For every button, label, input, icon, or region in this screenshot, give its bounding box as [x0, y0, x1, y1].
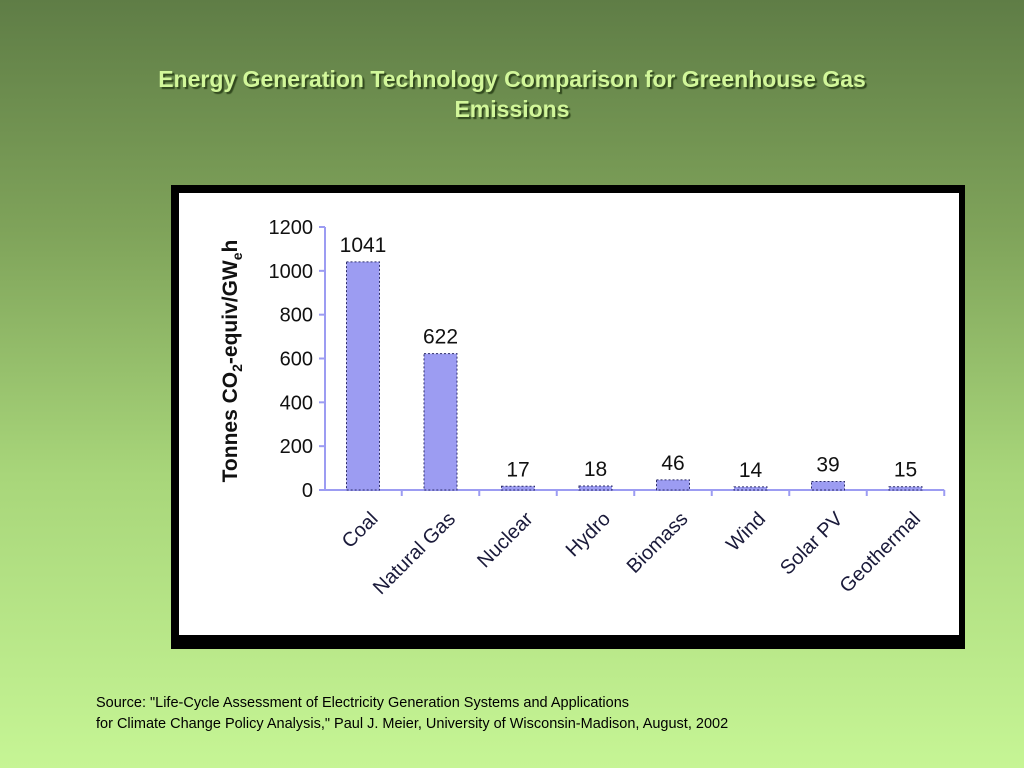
x-category-label: Geothermal — [836, 508, 925, 597]
data-label: 622 — [423, 326, 458, 349]
bar-nuclear — [501, 485, 535, 491]
data-label: 14 — [739, 459, 763, 482]
slide-title-line2: Emissions — [454, 96, 570, 122]
data-label: 15 — [894, 459, 917, 482]
y-tick-label: 200 — [280, 436, 313, 458]
data-label: 39 — [816, 453, 839, 476]
bar-hydro — [578, 485, 613, 491]
bar-natural-gas — [423, 353, 458, 491]
emissions-bar-chart: 0 200 400 600 800 1000 1200 1041 Coal 622 Natural … — [219, 217, 946, 599]
y-tick-label: 400 — [280, 392, 313, 414]
source-line-1: Source: "Life-Cycle Assessment of Electr… — [96, 695, 630, 711]
x-category-label: Hydro — [562, 508, 615, 561]
data-label: 1041 — [340, 234, 387, 257]
x-category-label: Nuclear — [473, 508, 538, 573]
bar-coal — [346, 261, 380, 491]
x-category-label: Biomass — [623, 508, 693, 578]
bar-geothermal — [888, 486, 923, 491]
y-tick-label: 600 — [280, 349, 313, 371]
x-category-label: Solar PV — [776, 508, 848, 580]
bar-solar-pv — [811, 480, 845, 491]
slide-title-line1: Energy Generation Technology Comparison … — [158, 66, 866, 92]
bar-biomass — [656, 479, 690, 491]
x-category-label: Natural Gas — [369, 508, 460, 599]
y-tick-label: 800 — [280, 305, 313, 327]
data-label: 17 — [506, 458, 529, 481]
x-category-label: Coal — [338, 508, 383, 553]
y-tick-label: 1200 — [269, 217, 314, 239]
chart-frame: 0 200 400 600 800 1000 1200 1041 Coal 622 Natural … — [171, 185, 965, 649]
y-axis-label: Tonnes CO2-equiv/GWeh — [219, 240, 245, 483]
data-label: 18 — [584, 458, 607, 481]
y-tick-label: 1000 — [269, 261, 314, 283]
data-label: 46 — [661, 452, 684, 475]
y-tick-label: 0 — [302, 480, 313, 502]
bar-wind — [733, 486, 768, 491]
x-category-label: Wind — [722, 508, 770, 556]
source-line-2: for Climate Change Policy Analysis," Pau… — [96, 716, 729, 732]
chart-panel: 0 200 400 600 800 1000 1200 1041 Coal 622 Natural … — [179, 193, 959, 635]
slide-title: Energy Generation Technology Comparison … — [80, 64, 944, 124]
source-citation: Source: "Life-Cycle Assessment of Electr… — [96, 693, 976, 735]
